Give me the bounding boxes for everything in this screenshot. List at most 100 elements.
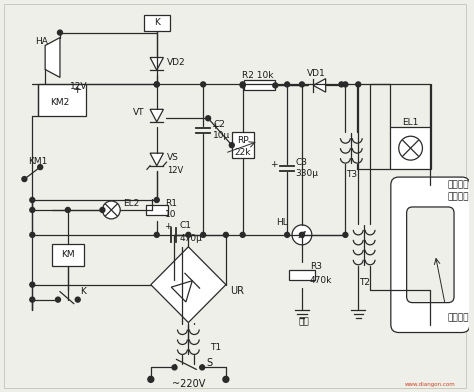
- Circle shape: [206, 116, 210, 121]
- Text: R1: R1: [164, 200, 177, 209]
- Text: +: +: [164, 222, 172, 231]
- Text: K: K: [80, 287, 86, 296]
- Text: S: S: [206, 358, 212, 368]
- Text: 470k: 470k: [310, 276, 332, 285]
- Text: HA: HA: [35, 37, 48, 46]
- Circle shape: [273, 83, 278, 88]
- Text: 470μ: 470μ: [180, 234, 202, 243]
- Text: +: +: [211, 122, 219, 131]
- Text: 12V: 12V: [167, 165, 183, 174]
- Text: 10μ: 10μ: [213, 131, 230, 140]
- Circle shape: [30, 207, 35, 212]
- Text: KM: KM: [61, 250, 75, 259]
- Text: R2 10k: R2 10k: [242, 71, 273, 80]
- Circle shape: [223, 232, 228, 237]
- Circle shape: [57, 30, 63, 35]
- Polygon shape: [150, 58, 164, 70]
- Polygon shape: [151, 247, 226, 323]
- Circle shape: [229, 143, 234, 148]
- Polygon shape: [313, 79, 326, 92]
- Bar: [232, 132, 254, 158]
- Text: +: +: [270, 160, 277, 169]
- Text: 鱼塘边缘: 鱼塘边缘: [447, 192, 469, 201]
- Circle shape: [300, 82, 304, 87]
- Text: UR: UR: [230, 286, 244, 296]
- Circle shape: [22, 176, 27, 181]
- Circle shape: [75, 297, 80, 302]
- Text: KM2: KM2: [50, 98, 70, 107]
- Circle shape: [343, 232, 348, 237]
- Circle shape: [154, 232, 159, 237]
- Circle shape: [30, 232, 35, 237]
- Text: +: +: [73, 85, 82, 95]
- Circle shape: [102, 201, 120, 219]
- Circle shape: [285, 232, 290, 237]
- Text: 高压电网: 高压电网: [447, 313, 469, 322]
- Bar: [52, 244, 83, 266]
- Circle shape: [300, 232, 304, 237]
- Circle shape: [30, 198, 35, 203]
- Text: VT: VT: [133, 108, 145, 117]
- Text: 330μ: 330μ: [295, 169, 318, 178]
- Bar: [146, 205, 168, 215]
- Text: K: K: [154, 18, 160, 27]
- Text: C3: C3: [295, 158, 307, 167]
- Text: ~220V: ~220V: [172, 379, 205, 389]
- Text: 12V: 12V: [70, 82, 87, 91]
- Text: R3: R3: [310, 262, 322, 271]
- Circle shape: [200, 365, 205, 370]
- Polygon shape: [150, 153, 164, 166]
- Bar: [38, 84, 86, 116]
- Circle shape: [154, 198, 159, 203]
- Text: www.diangon.com: www.diangon.com: [404, 382, 455, 387]
- Circle shape: [399, 136, 422, 160]
- FancyBboxPatch shape: [407, 207, 454, 303]
- Circle shape: [285, 82, 290, 87]
- Circle shape: [172, 365, 177, 370]
- Text: VD2: VD2: [167, 58, 185, 67]
- Circle shape: [223, 376, 229, 382]
- Circle shape: [240, 83, 245, 88]
- Circle shape: [201, 232, 206, 237]
- Circle shape: [154, 82, 159, 87]
- Circle shape: [292, 225, 312, 245]
- FancyBboxPatch shape: [391, 177, 470, 332]
- Circle shape: [55, 297, 61, 302]
- Polygon shape: [150, 109, 164, 122]
- Circle shape: [30, 282, 35, 287]
- Bar: [289, 270, 315, 280]
- Text: 22k: 22k: [235, 148, 251, 157]
- Text: 接地: 接地: [299, 317, 310, 326]
- Circle shape: [186, 232, 191, 237]
- Text: RP: RP: [237, 136, 248, 145]
- Circle shape: [38, 165, 43, 170]
- Text: 电牧栏或: 电牧栏或: [447, 181, 469, 190]
- Text: EL1: EL1: [402, 118, 419, 127]
- Text: T2: T2: [359, 278, 370, 287]
- Text: 10: 10: [164, 211, 176, 220]
- Circle shape: [148, 376, 154, 382]
- Text: C1: C1: [180, 221, 191, 230]
- Text: C2: C2: [213, 120, 225, 129]
- Bar: [390, 127, 431, 169]
- Circle shape: [154, 82, 159, 87]
- Text: T1: T1: [210, 343, 221, 352]
- Text: KM1: KM1: [28, 157, 48, 166]
- Text: T3: T3: [346, 170, 357, 179]
- Circle shape: [339, 82, 344, 87]
- Circle shape: [30, 297, 35, 302]
- Polygon shape: [45, 38, 60, 78]
- Bar: [244, 80, 275, 91]
- Circle shape: [356, 82, 361, 87]
- Bar: [144, 15, 170, 31]
- Circle shape: [240, 82, 245, 87]
- Circle shape: [240, 232, 245, 237]
- Text: VD1: VD1: [307, 69, 326, 78]
- Text: EL2: EL2: [123, 200, 139, 209]
- Text: VS: VS: [167, 152, 179, 162]
- Circle shape: [100, 207, 105, 212]
- Circle shape: [201, 82, 206, 87]
- Circle shape: [343, 82, 348, 87]
- Text: HL: HL: [276, 218, 288, 227]
- Polygon shape: [171, 281, 192, 302]
